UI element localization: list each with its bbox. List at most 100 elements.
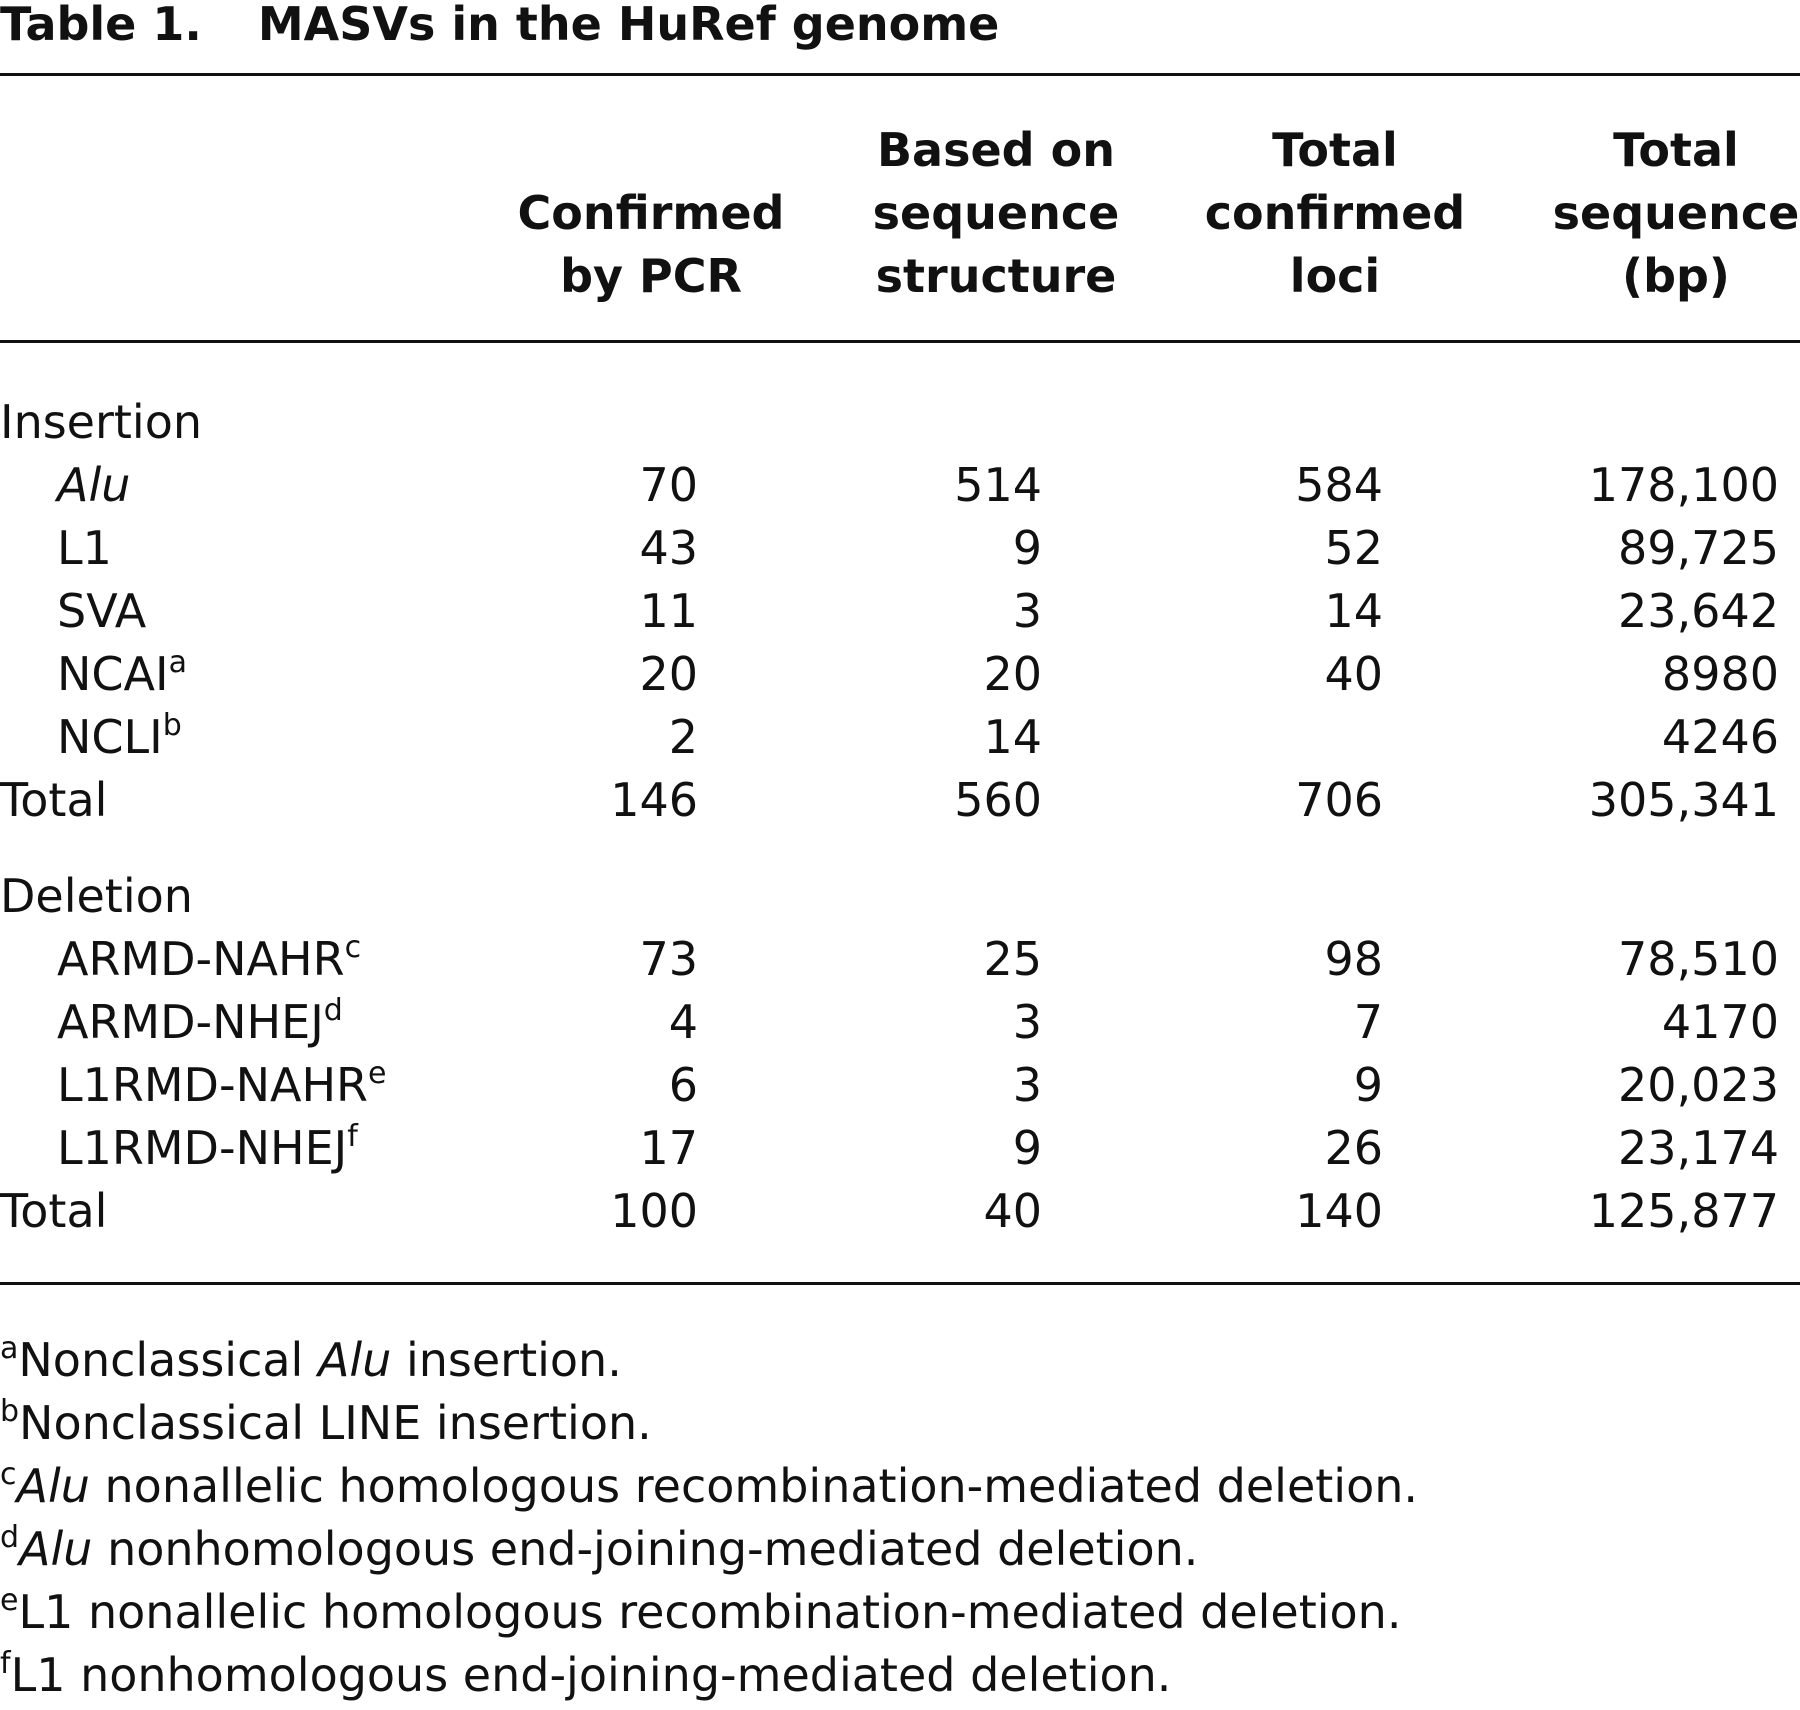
table-cell: 514 [954, 458, 1042, 512]
column-header: sequence [1552, 186, 1800, 240]
footnote-mark: b [0, 1394, 20, 1429]
table-cell: 706 [1295, 773, 1383, 827]
column-header: Total [1272, 123, 1398, 177]
table-cell: 52 [1324, 521, 1383, 575]
row-label: L1RMD-NHEJf [57, 1116, 358, 1180]
footnote-mark: a [168, 645, 187, 680]
row-label-text: NCLI [57, 710, 163, 764]
footnote: aNonclassical Alu insertion. [0, 1328, 622, 1392]
table-cell: 140 [1295, 1184, 1383, 1238]
column-header: loci [1289, 249, 1381, 303]
table-cell: 7 [1353, 995, 1383, 1049]
table-cell: 178,100 [1588, 458, 1779, 512]
title-label: Table 1. [0, 0, 202, 51]
table-cell: 584 [1295, 458, 1383, 512]
table-cell: 4170 [1661, 995, 1779, 1049]
table-cell: 9 [1353, 1058, 1383, 1112]
row-label-text: ARMD-NAHR [57, 932, 345, 986]
table-cell: 3 [1012, 584, 1042, 638]
table-cell: 73 [639, 932, 698, 986]
footnote: fL1 nonhomologous end-joining-mediated d… [0, 1643, 1171, 1707]
total-label: Total [0, 1184, 108, 1238]
row-label-text: L1RMD-NAHR [57, 1058, 368, 1112]
footnote: bNonclassical LINE insertion. [0, 1391, 652, 1455]
column-header: Based on [877, 123, 1115, 177]
table-cell: 25 [983, 932, 1042, 986]
footnote-mark: a [0, 1331, 19, 1366]
footnote: eL1 nonallelic homologous recombination-… [0, 1580, 1401, 1644]
table-cell: 70 [639, 458, 698, 512]
table-cell: 8980 [1661, 647, 1779, 701]
footnote: dAlu nonhomologous end-joining-mediated … [0, 1517, 1198, 1581]
row-label-text: ARMD-NHEJ [57, 995, 324, 1049]
table-cell: 125,877 [1588, 1184, 1779, 1238]
table-cell: 40 [983, 1184, 1042, 1238]
row-label: L1RMD-NAHRe [57, 1053, 386, 1117]
row-label: ARMD-NAHRc [57, 927, 361, 991]
table-cell: 14 [983, 710, 1042, 764]
total-label: Total [0, 773, 108, 827]
footnote-mark: c [0, 1457, 17, 1492]
table-cell: 4246 [1661, 710, 1779, 764]
row-label: ARMD-NHEJd [57, 990, 343, 1054]
table-cell: 23,174 [1618, 1121, 1779, 1175]
table-cell: 3 [1012, 995, 1042, 1049]
table-cell: 2 [668, 710, 698, 764]
table-cell: 3 [1012, 1058, 1042, 1112]
table-cell: 43 [639, 521, 698, 575]
footnote-text: nonhomologous end-joining-mediated delet… [92, 1522, 1199, 1576]
table-cell: 305,341 [1588, 773, 1779, 827]
table-cell: 9 [1012, 1121, 1042, 1175]
row-label-text: L1 [57, 521, 112, 575]
footnote-text: Nonclassical [18, 1333, 318, 1387]
footnote-text: insertion. [391, 1333, 622, 1387]
table-cell: 23,642 [1618, 584, 1779, 638]
footnote-mark: c [344, 930, 362, 965]
footnote-text: Alu [317, 1333, 392, 1387]
row-label-text: Alu [57, 458, 131, 512]
row-label-text: L1RMD-NHEJ [57, 1121, 348, 1175]
header-rule [0, 340, 1800, 343]
table-cell: 6 [668, 1058, 698, 1112]
row-label: Alu [57, 453, 130, 517]
footnote-text: Alu [16, 1459, 90, 1513]
row-label: SVA [57, 579, 146, 643]
column-header: by PCR [560, 249, 742, 303]
table-cell: 146 [610, 773, 698, 827]
table-cell: 4 [668, 995, 698, 1049]
footnote-mark: e [368, 1056, 387, 1091]
section-label: Insertion [0, 395, 203, 449]
footnote-text: Nonclassical LINE insertion. [19, 1396, 652, 1450]
footnote-mark: d [0, 1520, 20, 1555]
column-header: sequence [872, 186, 1120, 240]
section-label: Deletion [0, 869, 193, 923]
footnote-text: L1 nonhomologous end-joining-mediated de… [10, 1648, 1172, 1702]
footnote-mark: e [0, 1583, 19, 1618]
table-cell: 26 [1324, 1121, 1383, 1175]
table-cell: 20,023 [1618, 1058, 1779, 1112]
table-cell: 78,510 [1618, 932, 1779, 986]
table-cell: 9 [1012, 521, 1042, 575]
footnote-mark: f [0, 1646, 11, 1681]
table-cell: 20 [983, 647, 1042, 701]
table-title: Table 1. MASVs in the HuRef genome [0, 0, 999, 56]
table-cell: 560 [954, 773, 1042, 827]
table-cell: 40 [1324, 647, 1383, 701]
column-header: Total [1613, 123, 1739, 177]
table-cell: 98 [1324, 932, 1383, 986]
footnote-text: L1 nonallelic homologous recombination-m… [18, 1585, 1402, 1639]
column-header: confirmed [1204, 186, 1466, 240]
row-label: L1 [57, 516, 112, 580]
row-label: NCLIb [57, 705, 182, 769]
footnote-mark: f [347, 1119, 358, 1154]
table-cell: 20 [639, 647, 698, 701]
row-label-text: NCAI [57, 647, 169, 701]
footnote-text: Alu [19, 1522, 93, 1576]
table-cell: 89,725 [1618, 521, 1779, 575]
footnote: cAlu nonallelic homologous recombination… [0, 1454, 1418, 1518]
row-label-text: SVA [57, 584, 147, 638]
column-header: structure [875, 249, 1117, 303]
footnote-text: nonallelic homologous recombination-medi… [89, 1459, 1418, 1513]
table-cell: 14 [1324, 584, 1383, 638]
